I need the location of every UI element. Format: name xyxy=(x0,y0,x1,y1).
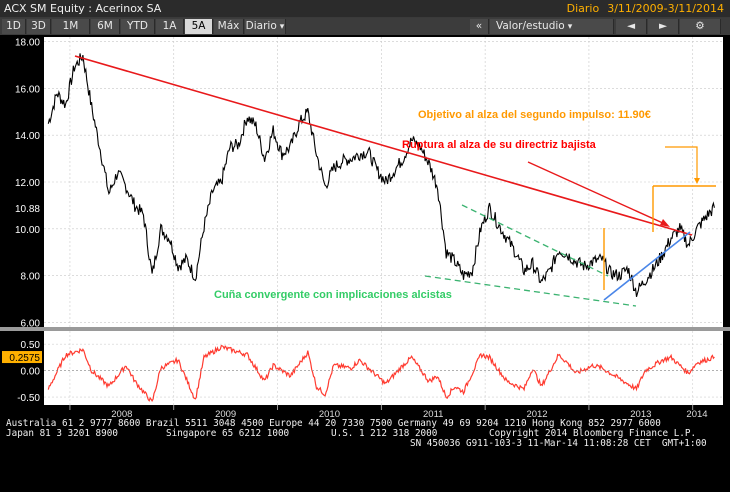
period-button-1d[interactable]: 1D xyxy=(2,19,26,34)
nav-right-button[interactable]: ► xyxy=(648,19,679,34)
target-arrow xyxy=(665,146,698,180)
nav-back-button[interactable]: « xyxy=(470,19,489,34)
period-button-5a[interactable]: 5A xyxy=(185,19,213,34)
price-y-axis: 18.00 16.00 14.00 12.00 10.88 10.00 8.00 6.00 xyxy=(0,38,42,329)
period-button-ytd[interactable]: YTD xyxy=(121,19,155,34)
oscillator-plot-area xyxy=(44,331,723,405)
footer-japan: Japan 81 3 3201 8900 xyxy=(6,428,118,439)
security-title: ACX SM Equity : Acerinox SA xyxy=(4,2,162,15)
period-button-6m[interactable]: 6M xyxy=(91,19,120,34)
footer-copyright: Copyright 2014 Bloomberg Finance L.P. xyxy=(489,428,697,439)
oscillator-y-axis: 0.50 0.2575 0.00 -0.50 xyxy=(2,340,42,404)
oscillator-tick-label: 0.50 xyxy=(21,340,41,351)
title-bar: ACX SM Equity : Acerinox SA Diario 3/11/2… xyxy=(0,0,730,18)
year-label: 2012 xyxy=(526,409,547,420)
footer-us: U.S. 1 212 318 2000 xyxy=(331,428,438,439)
bloomberg-footer: Australia 61 2 9777 8600 Brazil 5511 304… xyxy=(0,418,730,463)
year-label: 2008 xyxy=(111,409,132,420)
footer-singapore: Singapore 65 6212 1000 xyxy=(166,428,290,439)
price-tick-label: 14.00 xyxy=(15,131,40,142)
price-tick-label: 18.00 xyxy=(15,38,40,49)
breakout-arrow xyxy=(527,161,666,225)
year-label: 2011 xyxy=(423,409,443,420)
oscillator-tick-label: 0.2575 xyxy=(9,353,40,364)
interval-dropdown[interactable]: Diario xyxy=(245,19,286,34)
chart-canvas: 18.00 16.00 14.00 12.00 10.88 10.00 8.00 6.00 0… xyxy=(0,37,730,420)
price-tick-label: 10.00 xyxy=(15,225,40,236)
period-button-max[interactable]: Máx xyxy=(214,19,244,34)
oscillator-tick-label: 0.00 xyxy=(21,367,41,378)
year-label: 2013 xyxy=(630,409,651,420)
breakout-arrowhead xyxy=(660,219,670,227)
period-button-1m[interactable]: 1M xyxy=(52,19,90,34)
price-tick-label: 10.88 xyxy=(15,204,40,215)
study-dropdown[interactable]: Valor/estudio xyxy=(490,19,614,34)
wedge-upper-line xyxy=(461,204,609,277)
date-range: 3/11/2009-3/11/2014 xyxy=(607,2,724,15)
oscillator-last-value-badge xyxy=(2,351,42,364)
footer-contacts-line1: Australia 61 2 9777 8600 Brazil 5511 304… xyxy=(6,418,661,429)
year-label: 2009 xyxy=(215,409,236,420)
year-label: 2014 xyxy=(686,409,707,420)
toolbar: 1D 3D 1M 6M YTD 1A 5A Máx Diario « Valor… xyxy=(0,18,730,35)
footer-serial: SN 450036 G911-103-3 11-Mar-14 11:08:28 … xyxy=(410,438,707,449)
panel-divider xyxy=(0,327,730,331)
gridlines xyxy=(44,37,723,405)
nav-left-button[interactable]: ◄ xyxy=(616,19,647,34)
security-name: Acerinox SA xyxy=(95,2,162,15)
target-annotation: Objetivo al alza del segundo impulso: 11… xyxy=(418,109,651,121)
frequency-label: Diario xyxy=(566,2,600,15)
year-label: 2010 xyxy=(319,409,340,420)
period-button-1a[interactable]: 1A xyxy=(156,19,184,34)
price-tick-label: 6.00 xyxy=(21,318,41,329)
title-right: Diario 3/11/2009-3/11/2014 xyxy=(559,2,724,15)
study-dropdown-label: Valor/estudio xyxy=(496,20,565,32)
settings-button[interactable]: ⚙ xyxy=(680,19,721,34)
price-tick-label: 12.00 xyxy=(15,178,40,189)
bearish-trendline xyxy=(74,55,693,236)
x-axis: 2008 2009 2010 2011 2012 2013 2014 xyxy=(69,405,708,420)
oscillator-tick-label: -0.50 xyxy=(17,393,40,404)
period-button-3d[interactable]: 3D xyxy=(27,19,51,34)
support-line xyxy=(603,231,691,301)
target-arrowhead xyxy=(694,178,700,184)
security-ticker: ACX SM Equity xyxy=(4,2,85,15)
oscillator-line xyxy=(47,344,715,402)
breakout-annotation: Ruptura al alza de su directriz bajista xyxy=(402,139,596,151)
wedge-annotation: Cuña convergente con implicaciones alcis… xyxy=(214,289,452,301)
price-tick-label: 16.00 xyxy=(15,84,40,95)
price-last-value-badge xyxy=(0,202,42,215)
price-tick-label: 8.00 xyxy=(21,272,41,283)
wedge-lower-line xyxy=(424,275,637,307)
